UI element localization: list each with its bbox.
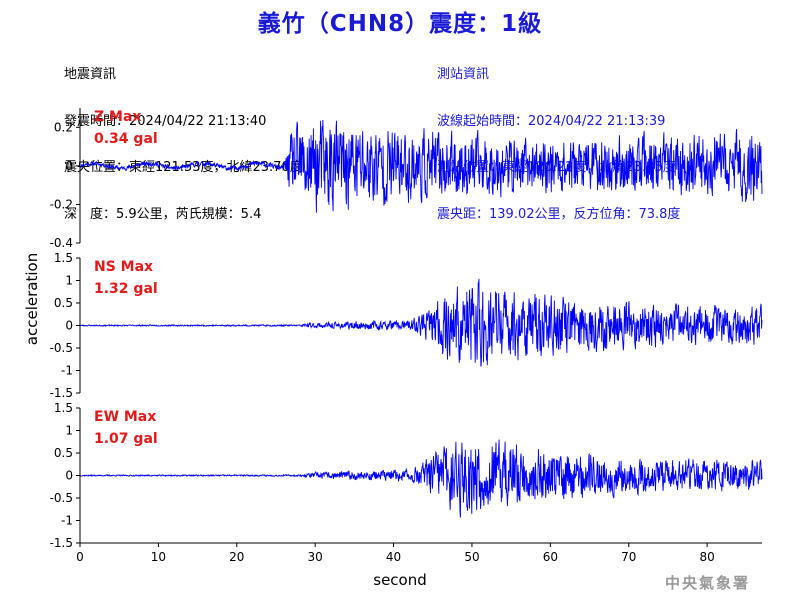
x-tick-label: 0 — [76, 550, 84, 564]
max-label-z: Z Max — [94, 109, 141, 125]
waveform-ew — [79, 439, 763, 518]
max-label-ew: EW Max — [94, 409, 156, 425]
y-tick-label-z: -0.4 — [50, 236, 73, 250]
max-value-z: 0.34 gal — [94, 131, 158, 147]
y-tick-label-ns: -0.5 — [50, 341, 73, 355]
x-tick-label: 80 — [699, 550, 714, 564]
y-tick-label-ew: -1.5 — [50, 536, 73, 550]
y-tick-label-ew: 1 — [65, 424, 73, 438]
depth-magnitude: 深 度：5.9公里，芮氏規模：5.4 — [64, 206, 262, 222]
y-tick-label-ew: -0.5 — [50, 491, 73, 505]
epicentral-distance: 震央距：139.02公里，反方位角：73.8度 — [437, 206, 681, 222]
y-tick-label-z: 0 — [65, 159, 73, 173]
x-tick-label: 60 — [543, 550, 558, 564]
y-tick-label-ns: 1 — [65, 274, 73, 288]
origin-time: 發震時間：2024/04/22 21:13:40 — [64, 113, 267, 129]
waveform-ns — [79, 278, 763, 367]
max-value-ew: 1.07 gal — [94, 431, 158, 447]
y-tick-label-z: -0.2 — [50, 197, 73, 211]
y-tick-label-ew: 0.5 — [54, 446, 73, 460]
y-tick-label-ns: -1.5 — [50, 386, 73, 400]
y-axis-label: acceleration — [23, 252, 41, 346]
chart-title: 義竹（CHN8）震度：1級 — [257, 11, 543, 37]
y-tick-label-ew: -1 — [61, 514, 73, 528]
earthquake-info-heading: 地震資訊 — [64, 67, 117, 82]
waveform-z — [80, 119, 763, 213]
y-tick-label-ns: 0.5 — [54, 296, 73, 310]
x-axis-label: second — [373, 571, 427, 589]
x-tick-label: 50 — [464, 550, 479, 564]
max-value-ns: 1.32 gal — [94, 281, 158, 297]
y-tick-label-ew: 0 — [65, 469, 73, 483]
y-tick-label-ns: 1.5 — [54, 251, 73, 265]
x-tick-label: 30 — [308, 550, 323, 564]
agency-footer: 中央氣象署 — [664, 574, 750, 592]
x-tick-label: 70 — [621, 550, 636, 564]
y-tick-label-ns: -1 — [61, 364, 73, 378]
x-tick-label: 40 — [386, 550, 401, 564]
x-tick-label: 10 — [151, 550, 166, 564]
station-info-heading: 測站資訊 — [437, 67, 490, 82]
y-tick-label-ew: 1.5 — [54, 401, 73, 415]
y-tick-label-ns: 0 — [65, 319, 73, 333]
x-tick-label: 20 — [229, 550, 244, 564]
max-label-ns: NS Max — [94, 259, 153, 275]
earthquake-info: 地震資訊 發震時間：2024/04/22 21:13:40 震央位置：東經121… — [64, 36, 303, 238]
station-info: 測站資訊 波線起始時間：2024/04/22 21:13:39 測站位置：東經1… — [437, 36, 680, 238]
y-tick-label-z: 0.2 — [54, 120, 73, 134]
wave-start-time: 波線起始時間：2024/04/22 21:13:39 — [437, 113, 666, 129]
